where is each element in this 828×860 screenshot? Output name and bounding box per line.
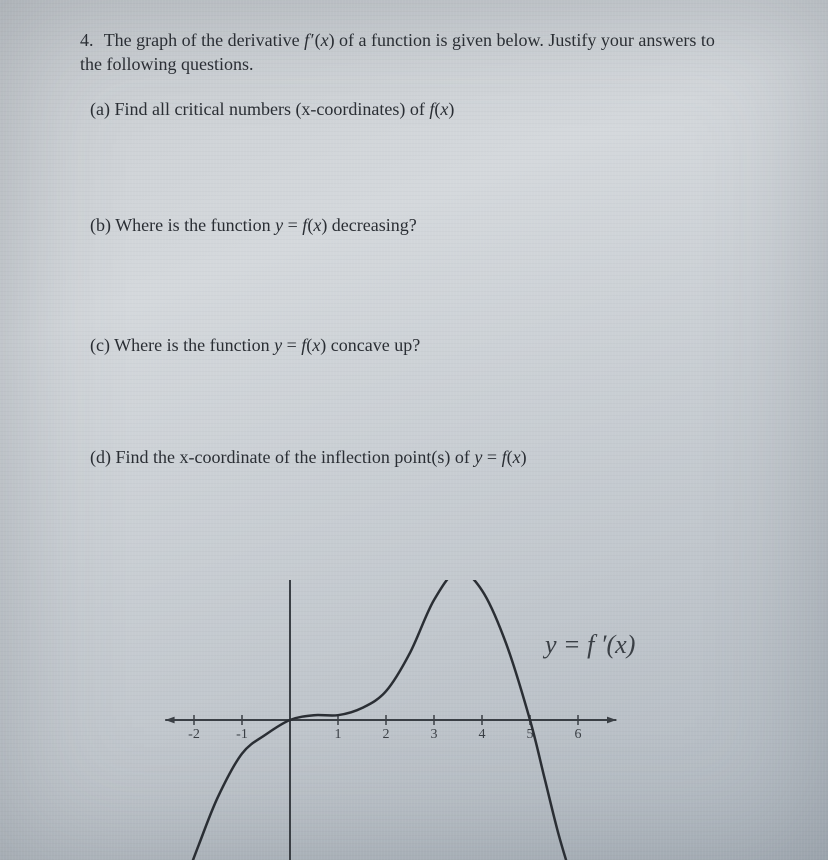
part-b: (b) Where is the function y = f(x) decre…: [90, 213, 768, 237]
part-a-text: Find all critical numbers (x-coordinates…: [114, 99, 454, 119]
part-c-label: (c): [90, 335, 110, 355]
svg-text:-2: -2: [188, 727, 200, 742]
problem-number: 4.: [80, 30, 94, 50]
part-b-text: Where is the function y = f(x) decreasin…: [115, 215, 417, 235]
svg-text:-1: -1: [236, 727, 248, 742]
part-c: (c) Where is the function y = f(x) conca…: [90, 333, 768, 357]
content-region: 4. The graph of the derivative f ′(x) of…: [0, 0, 828, 470]
svg-text:3: 3: [431, 727, 438, 742]
part-d-text: Find the x-coordinate of the inflection …: [116, 447, 527, 467]
svg-text:2: 2: [383, 727, 390, 742]
svg-text:1: 1: [335, 727, 342, 742]
part-c-text: Where is the function y = f(x) concave u…: [114, 335, 420, 355]
part-d-label: (d): [90, 447, 111, 467]
part-b-label: (b): [90, 215, 111, 235]
graph-svg: -2-1123456: [120, 580, 720, 860]
derivative-graph: -2-1123456: [120, 580, 720, 850]
problem-intro-text: The graph of the derivative f ′(x) of a …: [80, 30, 715, 74]
svg-text:4: 4: [479, 727, 486, 742]
part-a-label: (a): [90, 99, 110, 119]
svg-text:6: 6: [575, 727, 582, 742]
part-d: (d) Find the x-coordinate of the inflect…: [90, 445, 768, 469]
problem-intro: 4. The graph of the derivative f ′(x) of…: [80, 28, 740, 77]
worksheet-paper: 4. The graph of the derivative f ′(x) of…: [0, 0, 828, 860]
part-a: (a) Find all critical numbers (x-coordin…: [90, 97, 768, 121]
